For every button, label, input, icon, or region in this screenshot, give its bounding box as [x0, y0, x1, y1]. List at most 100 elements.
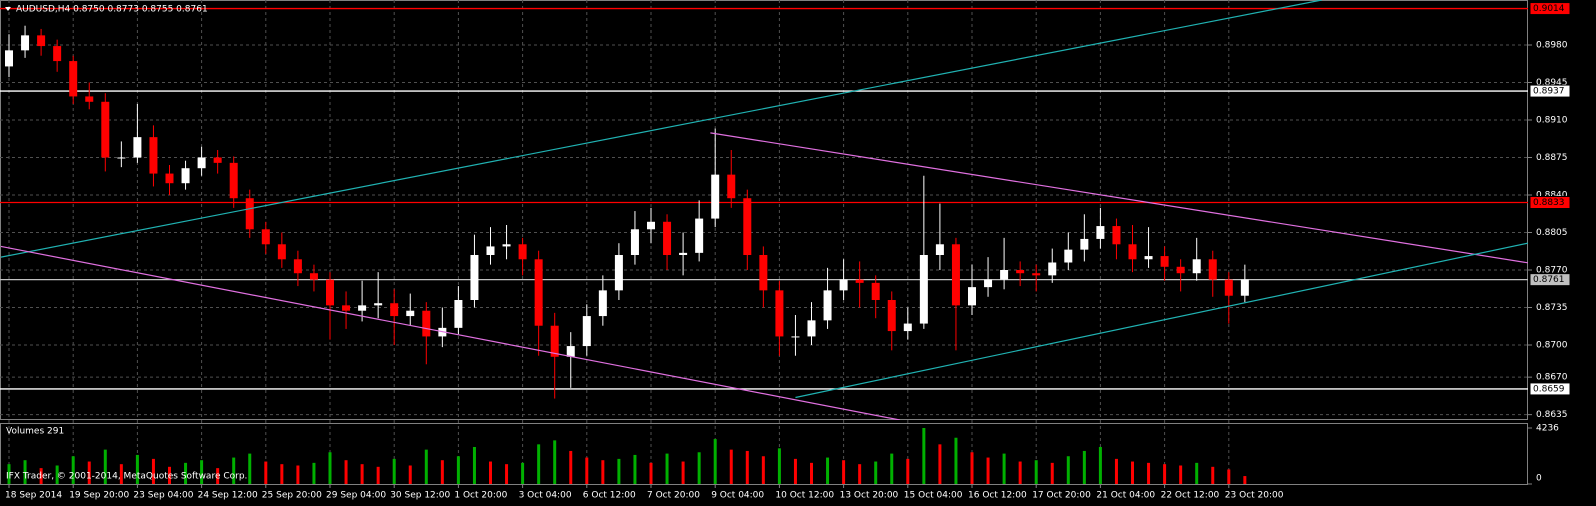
candle-body — [919, 255, 928, 324]
x-tick-label: 23 Oct 20:00 — [1225, 491, 1284, 501]
candle-body — [679, 252, 688, 255]
candle-body — [791, 336, 800, 338]
x-tick-label: 24 Sep 12:00 — [198, 491, 258, 501]
candle-body — [454, 300, 463, 328]
candle-body — [1144, 256, 1153, 260]
level-label: 0.8833 — [1533, 198, 1565, 208]
y-tick-label: 4236 — [1536, 424, 1559, 434]
x-tick-label: 19 Sep 20:00 — [69, 491, 129, 501]
candle-body — [326, 279, 334, 306]
x-tick-label: 15 Oct 04:00 — [904, 491, 963, 501]
candle-body — [1192, 259, 1201, 274]
candle-body — [759, 255, 768, 291]
candle-body — [422, 310, 431, 337]
candle-body — [839, 279, 848, 291]
candle-body — [807, 320, 816, 337]
candle-body — [1224, 279, 1233, 296]
candle-body — [598, 290, 607, 317]
candle-body — [390, 303, 399, 317]
level-box — [1529, 196, 1571, 209]
candle-body — [181, 168, 190, 184]
candle-body — [245, 198, 254, 230]
candle-body — [566, 346, 575, 357]
x-tick-label: 25 Sep 20:00 — [262, 491, 322, 501]
candle-body — [470, 255, 479, 300]
x-tick-label: 9 Oct 04:00 — [711, 491, 764, 501]
x-tick-label: 21 Oct 04:00 — [1096, 491, 1155, 501]
candle-body — [1048, 262, 1057, 276]
x-tick-label: 6 Oct 12:00 — [583, 491, 636, 501]
candle-body — [1208, 259, 1217, 280]
y-tick-label: 0 — [1536, 474, 1542, 484]
candle-body — [1112, 226, 1121, 245]
candle-body — [1176, 266, 1185, 274]
candle-body — [903, 323, 912, 332]
candle-body — [293, 259, 302, 274]
candle-body — [1064, 249, 1073, 263]
y-tick-label: 0.8700 — [1536, 341, 1568, 351]
trendline — [0, 0, 1323, 258]
candle-body — [775, 290, 784, 337]
candle-body — [261, 229, 270, 245]
candle-body — [1000, 270, 1009, 280]
candle-body — [1240, 279, 1249, 296]
chart-title: AUDUSD,H4 0.8750 0.8773 0.8755 0.8761 — [16, 5, 208, 15]
level-box — [1529, 382, 1571, 396]
candle-body — [309, 273, 318, 280]
candle-body — [663, 221, 672, 255]
candle-body — [101, 101, 110, 158]
y-tick-label: 0.8805 — [1536, 228, 1568, 238]
candle-body — [133, 137, 142, 158]
level-label: 0.8937 — [1533, 87, 1565, 97]
level-label: 0.8659 — [1533, 384, 1565, 394]
candle-body — [968, 287, 976, 306]
candle-body — [951, 244, 960, 306]
candle-body — [277, 244, 286, 260]
candle-body — [37, 35, 46, 47]
trendlines — [0, 0, 1528, 420]
x-tick-label: 3 Oct 04:00 — [519, 491, 572, 501]
x-tick-label: 17 Oct 20:00 — [1032, 491, 1091, 501]
trendline — [0, 245, 900, 420]
candle-body — [117, 157, 126, 159]
x-tick-label: 7 Oct 20:00 — [647, 491, 700, 501]
level-label: 0.8761 — [1533, 275, 1565, 285]
candle-body — [855, 279, 864, 283]
candle-body — [1016, 270, 1025, 274]
candle-body — [823, 290, 832, 321]
candle-body — [1096, 226, 1105, 239]
candle-body — [213, 157, 222, 163]
x-tick-label: 23 Sep 04:00 — [133, 491, 193, 501]
volume-title: Volumes 291 — [6, 427, 64, 437]
y-tick-label: 0.8670 — [1536, 373, 1568, 383]
y-tick-label: 0.8945 — [1536, 78, 1568, 88]
level-box — [1529, 84, 1571, 98]
candle-body — [630, 229, 639, 255]
candle-body — [727, 174, 736, 199]
x-tick-label: 13 Oct 20:00 — [840, 491, 899, 501]
candle-body — [149, 137, 158, 174]
candle-body — [486, 246, 495, 255]
candle-body — [5, 50, 13, 67]
candle-body — [342, 305, 351, 311]
copyright: IFX Trader, © 2001-2014, MetaQuotes Soft… — [6, 472, 247, 482]
candle-body — [69, 61, 78, 97]
x-tick-label: 18 Sep 2014 — [5, 491, 62, 501]
symbol-icon — [5, 7, 11, 11]
candle-body — [935, 244, 944, 255]
candle-body — [85, 96, 94, 102]
candle-body — [1080, 238, 1089, 250]
candle-body — [871, 282, 880, 300]
candle-body — [647, 221, 655, 230]
candle-body — [518, 244, 527, 260]
candle-body — [358, 305, 367, 311]
x-tick-label: 1 Oct 20:00 — [454, 491, 507, 501]
axes: 0.8635 0.8670 0.8700 0.8735 0.8770 0.8805 0.88… — [5, 2, 1571, 501]
marks — [5, 25, 1249, 484]
candle-body — [1160, 256, 1169, 267]
candle-body — [711, 174, 720, 219]
candle-body — [695, 218, 704, 253]
candle-body — [743, 198, 752, 255]
